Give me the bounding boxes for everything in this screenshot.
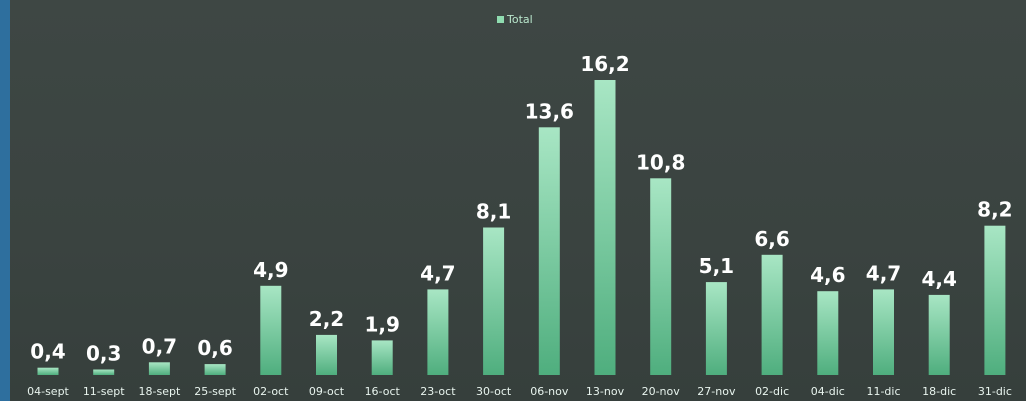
bar-16-oct [371,340,393,375]
tick-label-11-sept: 11-sept [83,385,125,398]
value-labels: 0,4 0,3 0,7 0,6 4,9 2,2 1,9 4,7 8,1 13,616,2 10,8 5… [30,52,1012,366]
legend-label: Total [506,13,533,26]
tick-label-20-nov: 20-nov [642,385,681,398]
tick-label-13-nov: 13-nov [586,385,625,398]
bar-02-oct [260,285,282,375]
bar-11-sept [93,369,115,375]
value-label-13-nov: 16,2 [580,52,629,76]
tick-label-23-oct: 23-oct [420,385,456,398]
tick-label-02-oct: 02-oct [253,385,289,398]
value-label-18-sept: 0,7 [142,334,177,358]
bar-09-oct [316,334,337,375]
value-label-25-sept: 0,6 [197,336,232,360]
tick-label-27-nov: 27-nov [697,385,736,398]
bar-30-oct [483,227,505,375]
bar-06-nov [538,127,560,375]
value-label-02-dic: 6,6 [754,227,789,251]
value-label-11-sept: 0,3 [86,342,121,366]
value-label-20-nov: 10,8 [636,150,685,174]
tick-label-06-nov: 06-nov [530,385,569,398]
value-label-06-nov: 13,6 [525,99,574,123]
value-label-23-oct: 4,7 [420,261,455,285]
bar-04-sept [37,367,59,375]
value-label-27-nov: 5,1 [699,254,734,278]
tick-label-16-oct: 16-oct [365,385,401,398]
x-axis-tick-labels: 04-sept 11-sept 18-sept 25-sept 02-oct 09-oct… [27,385,1012,398]
value-label-04-sept: 0,4 [30,340,65,364]
tick-label-18-sept: 18-sept [139,385,181,398]
value-label-04-dic: 4,6 [810,263,845,287]
bar-20-nov [650,178,672,375]
value-label-11-dic: 4,7 [866,261,901,285]
bar-02-dic [761,254,783,375]
tick-label-25-sept: 25-sept [194,385,236,398]
bar-18-sept [148,362,170,375]
tick-label-31-dic: 31-dic [978,385,1012,398]
value-label-18-dic: 4,4 [921,267,956,291]
tick-label-11-dic: 11-dic [866,385,900,398]
value-label-30-oct: 8,1 [476,200,511,224]
bar-23-oct [427,289,449,375]
tick-label-09-oct: 09-oct [309,385,345,398]
bar-27-nov [705,282,727,375]
tick-label-04-dic: 04-dic [811,385,845,398]
value-label-02-oct: 4,9 [253,258,288,282]
bar-11-dic [873,289,894,375]
bar-04-dic [817,291,839,375]
tick-label-18-dic: 18-dic [922,385,956,398]
bar-31-dic [984,225,1006,375]
bar-25-sept [204,364,226,375]
bar-18-dic [928,294,950,375]
value-label-31-dic: 8,2 [977,198,1012,222]
bar-13-nov [594,80,616,375]
legend: Total [497,13,533,26]
legend-swatch [497,16,504,23]
bar-series [37,80,1006,375]
tick-label-02-dic: 02-dic [755,385,789,398]
value-label-09-oct: 2,2 [309,307,344,331]
value-label-16-oct: 1,9 [364,312,399,336]
tick-label-04-sept: 04-sept [27,385,69,398]
tick-label-30-oct: 30-oct [476,385,512,398]
